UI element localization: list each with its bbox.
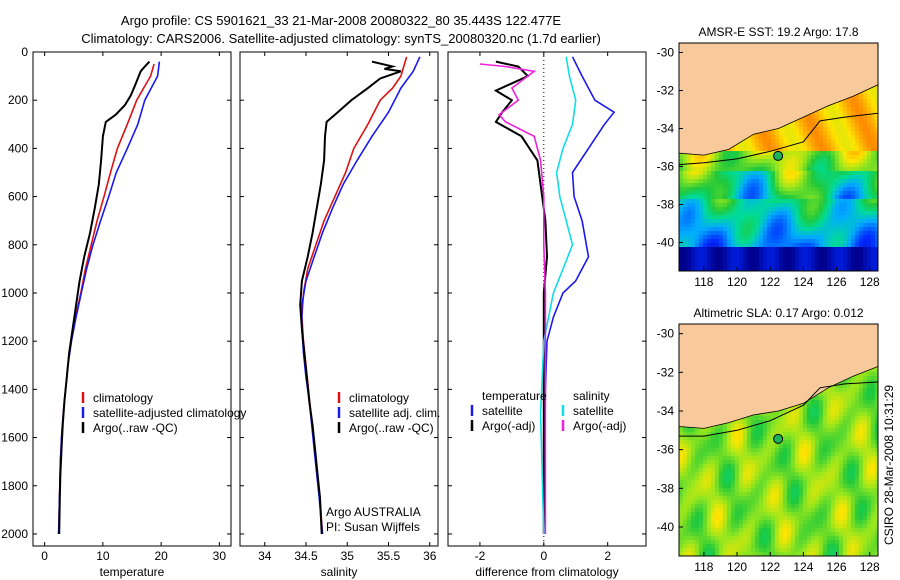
series-line-0 (543, 56, 616, 535)
x-tick-label: 36 (423, 549, 437, 563)
x-tick-label: 2 (604, 549, 611, 563)
x-axis-label: difference from climatology (475, 565, 618, 579)
x-tick-label: 30 (213, 549, 227, 563)
x-tick-label: 35 (341, 549, 355, 563)
y-tick-label: 600 (8, 190, 28, 204)
y-tick-label: 2000 (1, 527, 28, 541)
y-tick-label: -30 (657, 46, 675, 60)
legend-label: climatology (349, 391, 409, 405)
legend-label: satellite (482, 404, 523, 418)
argo-location-marker (773, 433, 784, 444)
y-tick-label: -38 (657, 481, 675, 495)
x-tick-label: 124 (793, 275, 813, 289)
y-tick-label: -34 (657, 404, 675, 418)
x-tick-label: 128 (860, 560, 880, 574)
sst-map-panel: AMSR-E SST: 19.2 Argo: 17.8 118 120 122 124 1… (657, 25, 880, 289)
plot-frame (447, 51, 647, 547)
x-tick-label: 126 (827, 560, 847, 574)
y-tick-label: -34 (657, 122, 675, 136)
legend-group-title: salinity (573, 389, 610, 403)
plot-frame (32, 51, 232, 547)
x-tick-label: 20 (154, 549, 168, 563)
figure-title-line2: Climatology: CARS2006. Satellite-adjuste… (81, 31, 601, 46)
x-tick-label: 122 (760, 275, 780, 289)
y-tick-label: 800 (8, 238, 28, 252)
legend-label: satellite-adjusted climatology (93, 406, 246, 420)
y-tick-label: 200 (8, 93, 28, 107)
land-mask (679, 43, 878, 156)
y-tick-label: -40 (657, 236, 675, 250)
x-tick-label: 126 (827, 275, 847, 289)
legend-label: Argo(..raw -QC) (93, 421, 178, 435)
x-tick-label: -2 (475, 549, 486, 563)
temperature-profile-panel: 0 10 20 30 0 200 400 600 800 1000 1200 1400 1600 1800… (1, 45, 246, 579)
x-tick-label: 122 (760, 560, 780, 574)
y-tick-label: -36 (657, 443, 675, 457)
map-title: AMSR-E SST: 19.2 Argo: 17.8 (698, 25, 858, 39)
map-frame (678, 323, 879, 557)
x-tick-label: 118 (694, 275, 713, 289)
credit-line1: Argo AUSTRALIA (326, 505, 421, 519)
y-tick-label: 1600 (1, 431, 28, 445)
salinity-profile-panel: 34 34.5 35 35.5 36 salinity climatologysatelli… (239, 51, 440, 579)
difference-profile-panel: -2 0 2 difference from climatology temperatu… (447, 51, 647, 579)
side-label: CSIRO 28-Mar-2008 10:31:29 (882, 385, 896, 545)
figure-title-line1: Argo profile: CS 5901621_33 21-Mar-2008 … (121, 13, 562, 28)
series-line-3 (479, 63, 547, 534)
x-tick-label: 34.5 (294, 549, 318, 563)
map-field (679, 324, 878, 556)
contour-line (679, 112, 878, 166)
y-tick-label: 0 (21, 45, 28, 59)
series-line-1 (493, 60, 549, 534)
y-tick-label: -30 (657, 327, 675, 341)
series-line-0 (57, 63, 155, 535)
x-tick-label: 34 (258, 549, 272, 563)
series-line-2 (299, 60, 402, 535)
sla-map-panel: Altimetric SLA: 0.17 Argo: 0.012 118 120 12… (657, 306, 880, 574)
x-tick-label: 10 (96, 549, 110, 563)
y-tick-label: -36 (657, 160, 675, 174)
series-line-0 (301, 56, 408, 535)
x-tick-label: 118 (694, 560, 713, 574)
x-axis-label: salinity (321, 565, 358, 579)
legend-label: satellite adj. clim. (349, 406, 440, 420)
series-line-1 (301, 56, 421, 535)
legend-label: Argo(-adj) (482, 419, 535, 433)
x-tick-label: 35.5 (377, 549, 401, 563)
x-tick-label: 120 (727, 560, 747, 574)
credit-line2: PI: Susan Wijffels (326, 520, 420, 534)
x-tick-label: 0 (41, 549, 48, 563)
y-tick-label: 1800 (1, 479, 28, 493)
x-tick-label: 128 (860, 275, 880, 289)
legend-label: Argo(..raw -QC) (349, 421, 434, 435)
series-line-1 (57, 61, 161, 535)
map-frame (678, 42, 879, 272)
y-tick-label: 1200 (1, 334, 28, 348)
legend-label: Argo(-adj) (573, 419, 626, 433)
y-tick-label: 1400 (1, 382, 28, 396)
y-tick-label: 400 (8, 141, 28, 155)
land-mask (679, 324, 878, 429)
x-axis-label: temperature (100, 565, 165, 579)
x-tick-label: 0 (540, 549, 547, 563)
map-field (679, 43, 878, 271)
y-tick-label: -40 (657, 520, 675, 534)
y-tick-label: -38 (657, 198, 675, 212)
legend-group-title: temperature (482, 389, 547, 403)
legend-label: satellite (573, 404, 614, 418)
x-tick-label: 124 (793, 560, 813, 574)
legend-label: climatology (93, 391, 153, 405)
x-tick-label: 120 (727, 275, 747, 289)
y-tick-label: -32 (657, 365, 675, 379)
y-tick-label: 1000 (1, 286, 28, 300)
argo-location-marker (773, 150, 784, 161)
plot-frame (239, 51, 439, 547)
map-title: Altimetric SLA: 0.17 Argo: 0.012 (693, 306, 863, 320)
y-tick-label: -32 (657, 84, 675, 98)
series-line-2 (58, 60, 151, 535)
contour-line (679, 381, 878, 437)
